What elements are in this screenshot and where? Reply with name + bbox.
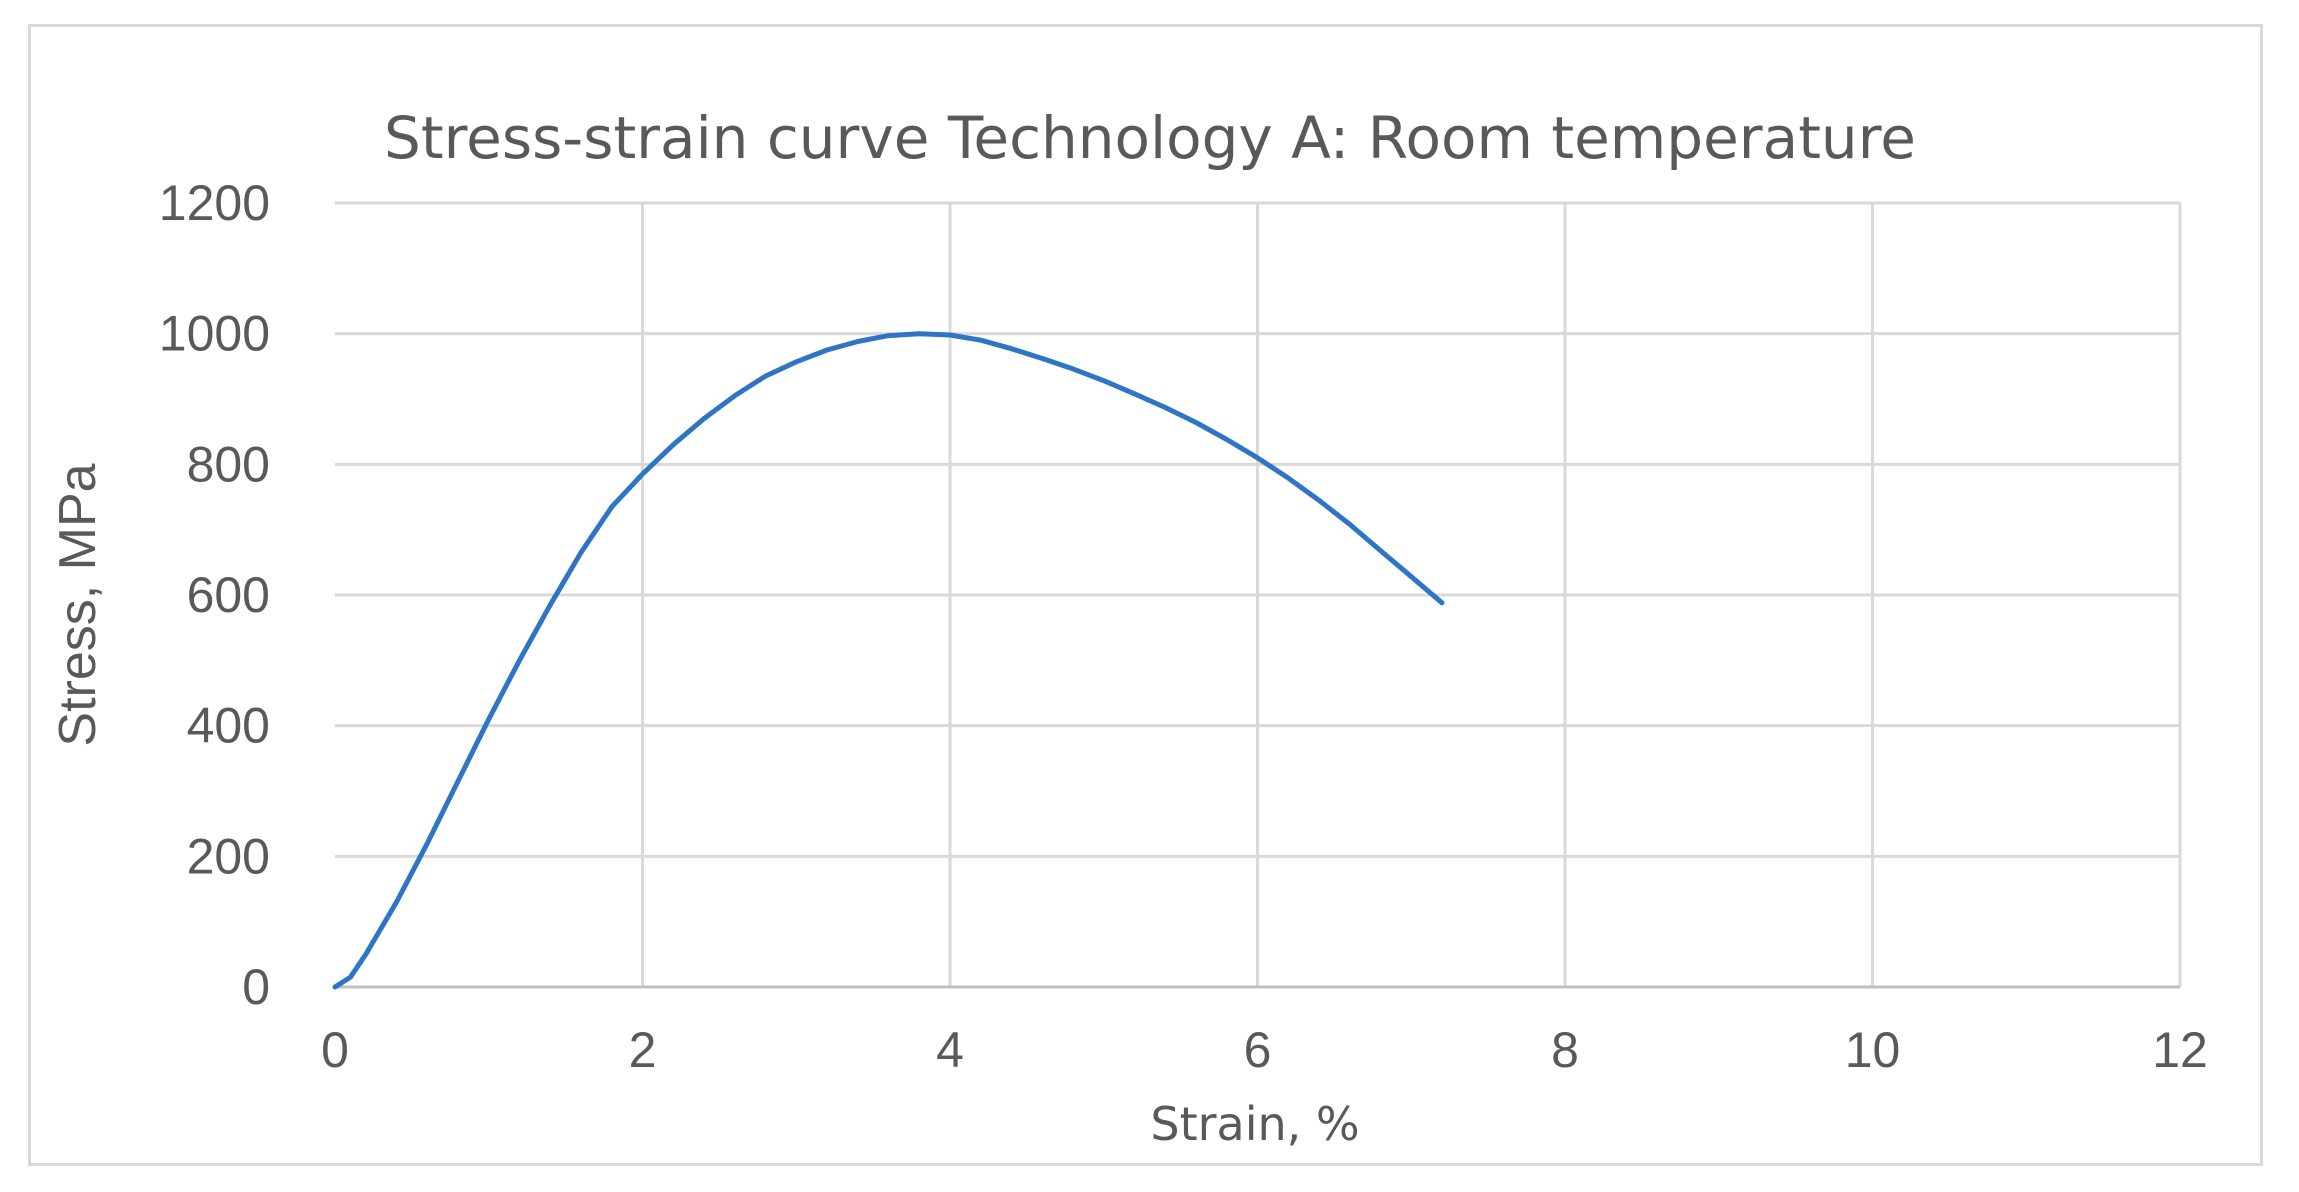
- x-tick-label: 8: [1551, 1022, 1579, 1078]
- grid-lines: [335, 201, 2182, 987]
- x-axis-label: Strain, %: [1150, 1097, 1359, 1151]
- chart-title: Stress-strain curve Technology A: Room t…: [384, 104, 1916, 172]
- x-tick-label: 6: [1244, 1022, 1272, 1078]
- y-tick-label: 200: [187, 828, 270, 884]
- y-tick-label: 0: [242, 959, 270, 1015]
- y-tick-label: 800: [187, 436, 270, 492]
- y-axis-label: Stress, MPa: [49, 463, 107, 746]
- y-tick-label: 400: [187, 698, 270, 754]
- tick-labels: 0 2 4 6 8 10 12 0 200 400 600 800 1000 1200: [159, 175, 2208, 1078]
- series-layer: [332, 331, 1445, 990]
- x-tick-label: 10: [1845, 1022, 1901, 1078]
- x-tick-label: 12: [2152, 1022, 2208, 1078]
- x-tick-label: 0: [321, 1022, 349, 1078]
- x-tick-label: 2: [629, 1022, 657, 1078]
- y-tick-label: 1000: [159, 306, 270, 362]
- series-line-0: [332, 331, 1445, 990]
- y-tick-label: 600: [187, 567, 270, 623]
- x-tick-label: 4: [936, 1022, 964, 1078]
- y-tick-label: 1200: [159, 175, 270, 231]
